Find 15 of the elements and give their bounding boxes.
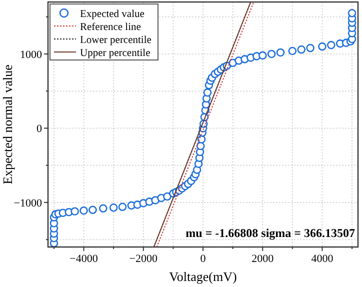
x-tick-label: −4000 (70, 253, 98, 265)
y-tick-label: 1000 (20, 48, 42, 61)
x-axis-title: Voltage(mV) (169, 269, 237, 284)
y-tick-label: 0 (36, 123, 42, 136)
legend-label: Expected value (80, 9, 145, 20)
y-tick-label: −1000 (14, 197, 42, 210)
y-axis-title: Expected normal value (0, 64, 15, 184)
x-tick-label: 2000 (252, 253, 274, 265)
x-tick-label: 4000 (311, 253, 334, 265)
legend-label: Reference line (80, 22, 142, 33)
x-tick-label: −2000 (129, 253, 158, 265)
legend-label: Lower percentile (80, 35, 152, 46)
x-tick-label: 0 (200, 253, 206, 265)
annotation: mu = -1.66808 sigma = 366.13507 (186, 226, 355, 240)
legend-label: Upper percentile (80, 48, 151, 59)
